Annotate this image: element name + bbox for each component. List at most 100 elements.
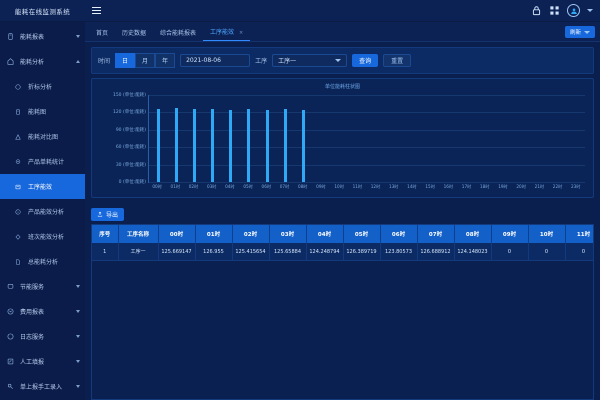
table-column-header[interactable]: 02时	[232, 225, 270, 243]
chart-bar[interactable]	[192, 109, 196, 182]
compare-icon	[15, 133, 24, 140]
export-button[interactable]: 导出	[91, 207, 125, 221]
table-column-header[interactable]: 09时	[491, 225, 529, 243]
chart-bar-cell[interactable]	[458, 95, 476, 182]
hamburger-icon[interactable]	[85, 0, 107, 22]
chart-bar-cell[interactable]	[240, 95, 258, 182]
table-column-header[interactable]: 06时	[380, 225, 418, 243]
sidebar-item-product-unit[interactable]: 产品单耗统计	[0, 149, 85, 174]
sidebar-item-standard-analysis[interactable]: 折标分析	[0, 74, 85, 99]
refresh-button[interactable]: 刷新	[564, 26, 595, 38]
chevron-down-icon[interactable]	[587, 9, 593, 12]
table-column-header[interactable]: 工序名称	[118, 225, 159, 243]
sidebar-item-analysis[interactable]: 能耗分析	[0, 49, 85, 74]
search-button[interactable]: 查询	[352, 54, 379, 67]
chart-bar-cell[interactable]	[367, 95, 385, 182]
chart-bar[interactable]	[211, 109, 215, 182]
chart-bar-cell[interactable]	[222, 95, 240, 182]
lock-icon[interactable]	[531, 5, 542, 16]
chart-bar-cell[interactable]	[567, 95, 585, 182]
sidebar-item-energy-compare[interactable]: 能耗对比图	[0, 124, 85, 149]
chart-bar[interactable]	[283, 108, 287, 182]
table-cell: 125.415654	[232, 243, 270, 261]
chart-bar-cell[interactable]	[276, 95, 294, 182]
table-column-header[interactable]: 03时	[269, 225, 307, 243]
chart-bar[interactable]	[229, 109, 233, 182]
workshop-label: 工序	[255, 58, 268, 65]
sidebar-item-fee-report[interactable]: 费用报表	[0, 299, 85, 324]
apps-grid-icon[interactable]	[549, 5, 560, 16]
chart-bar[interactable]	[156, 109, 160, 182]
chart-x-tick-label: 19时	[498, 184, 508, 189]
sidebar-item-label: 人工填报	[20, 359, 45, 366]
chart-bar-cell[interactable]	[294, 95, 312, 182]
chart-x-tick-label: 10时	[334, 184, 344, 189]
chart-bar-cell[interactable]	[149, 95, 167, 182]
tab-home[interactable]: 首页	[89, 28, 115, 41]
tab-label: 综合能耗报表	[160, 30, 197, 37]
period-option-day[interactable]: 日	[115, 53, 136, 68]
chart-bar-cell[interactable]	[313, 95, 331, 182]
chart-bar[interactable]	[265, 110, 269, 182]
chart-bar-cell[interactable]	[167, 95, 185, 182]
sidebar-item-label: 日志服务	[20, 334, 45, 341]
chart-bar[interactable]	[247, 108, 251, 182]
sidebar-item-report[interactable]: 能耗报表	[0, 24, 85, 49]
table-scroll[interactable]: 序号 工序名称 00时 01时 02时 03时 04时 05时 06时 07时 08时 09时 10时 1…	[92, 225, 593, 261]
chart-bar-cell[interactable]	[531, 95, 549, 182]
chart-bar-cell[interactable]	[403, 95, 421, 182]
sidebar-item-process-efficiency[interactable]: 工序能效	[0, 174, 85, 199]
sidebar-item-manual-entry[interactable]: 人工填报	[0, 349, 85, 374]
chart-bar-cell[interactable]	[385, 95, 403, 182]
tab-comprehensive-report[interactable]: 综合能耗报表	[153, 28, 203, 41]
reset-button[interactable]: 重置	[383, 54, 412, 67]
table-column-header[interactable]: 序号	[92, 225, 119, 243]
chart-bar-cell[interactable]	[512, 95, 530, 182]
table-column-header[interactable]: 05时	[343, 225, 381, 243]
table-column-header[interactable]: 08时	[454, 225, 492, 243]
table-column-header[interactable]: 00时	[158, 225, 196, 243]
tab-history-data[interactable]: 历史数据	[115, 28, 153, 41]
money-icon	[7, 308, 16, 315]
tab-process-efficiency[interactable]: 工序能效 ×	[203, 27, 251, 41]
filter-panel: 时间 日 月 年 2021-08-06 工序 工序一 查	[91, 47, 594, 74]
chart-bar-cell[interactable]	[331, 95, 349, 182]
period-option-month[interactable]: 月	[135, 53, 156, 68]
chart-x-tick-label: 20时	[516, 184, 526, 189]
chart-x-tick-label: 16时	[443, 184, 454, 189]
date-input[interactable]: 2021-08-06	[180, 54, 251, 67]
table-column-header[interactable]: 10时	[528, 225, 566, 243]
chart-plot: 0 (单位:能耗) 30 (单位:能耗) 60 (单位:能耗) 90 (单位:能耗) 1…	[113, 93, 585, 185]
chart-bar-cell[interactable]	[185, 95, 203, 182]
chart-bar-cell[interactable]	[549, 95, 567, 182]
chart-bar-cell[interactable]	[349, 95, 367, 182]
filter-bar: 时间 日 月 年 2021-08-06 工序 工序一 查	[92, 48, 593, 73]
chart-bar-cell[interactable]	[476, 95, 494, 182]
chart-bar[interactable]	[174, 108, 178, 182]
avatar[interactable]	[567, 4, 580, 17]
table-column-header[interactable]: 04时	[306, 225, 344, 243]
sidebar-item-total-energy[interactable]: 总能耗分析	[0, 249, 85, 274]
close-icon[interactable]: ×	[238, 30, 244, 36]
chart-bar-cell[interactable]	[422, 95, 440, 182]
sidebar-item-upload-manual[interactable]: 单上报手工录入	[0, 374, 85, 399]
table-column-header[interactable]: 11时	[565, 225, 593, 243]
table-column-header[interactable]: 01时	[195, 225, 233, 243]
sidebar-item-saving-service[interactable]: 节能服务	[0, 274, 85, 299]
period-option-year[interactable]: 年	[155, 53, 176, 68]
workshop-select[interactable]: 工序一	[272, 54, 348, 67]
sidebar-item-shift-efficiency[interactable]: 班次能效分析	[0, 224, 85, 249]
table-cell: 126.389719	[343, 243, 381, 261]
sidebar-item-product-efficiency[interactable]: 产品能效分析	[0, 199, 85, 224]
sidebar-item-log-service[interactable]: 日志服务	[0, 324, 85, 349]
chart-bar-cell[interactable]	[204, 95, 222, 182]
table-cell: 126.688912	[417, 243, 455, 261]
chart-bar-cell[interactable]	[494, 95, 512, 182]
sidebar-item-energy-chart[interactable]: 能耗图	[0, 99, 85, 124]
chart-bar-cell[interactable]	[258, 95, 276, 182]
analysis-icon	[7, 58, 16, 65]
chart-bar-cell[interactable]	[440, 95, 458, 182]
chart-bar[interactable]	[301, 110, 305, 182]
table-column-header[interactable]: 07时	[417, 225, 455, 243]
table-row[interactable]: 1 工序一 125.669147 126.955 125.415654 125.65884…	[92, 243, 593, 261]
